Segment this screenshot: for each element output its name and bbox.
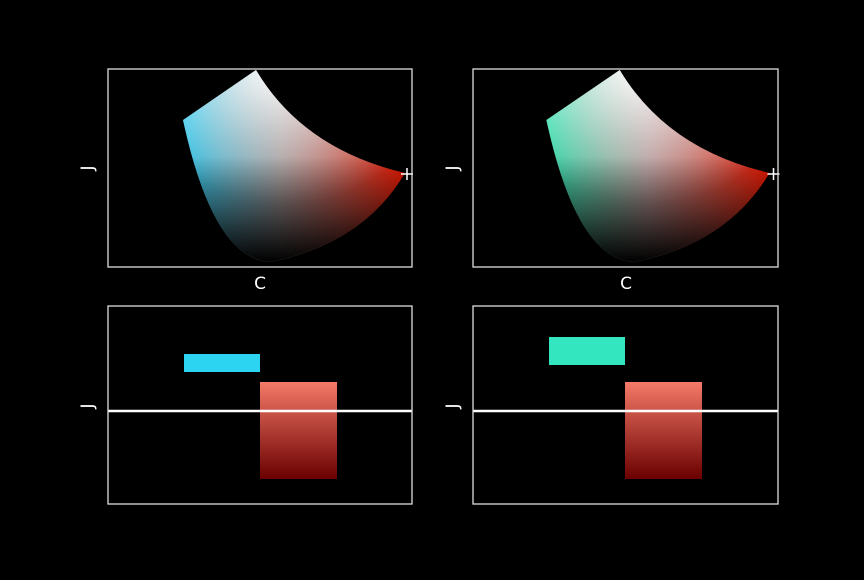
axes-frame <box>107 305 413 505</box>
gamut-panel <box>546 70 780 262</box>
axes-frame <box>472 68 779 268</box>
x-label: C <box>254 274 266 294</box>
color-bar <box>260 382 337 479</box>
color-bar <box>184 354 260 372</box>
color-bar <box>549 337 625 365</box>
axes-frame <box>472 305 779 505</box>
y-label: J <box>78 403 98 409</box>
gamut-panel <box>183 70 413 262</box>
color-bar <box>625 382 702 479</box>
y-label: J <box>443 403 463 409</box>
y-label: J <box>78 165 98 171</box>
y-label: J <box>443 165 463 171</box>
x-label: C <box>620 274 632 294</box>
axes-frame <box>107 68 413 268</box>
